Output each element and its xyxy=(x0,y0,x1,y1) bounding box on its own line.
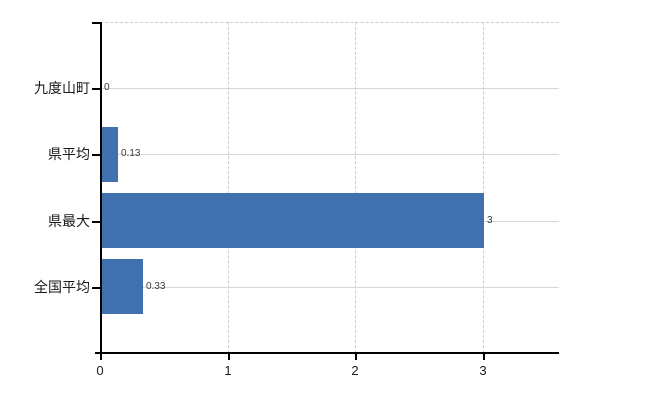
horizontal-gridline xyxy=(100,88,559,89)
category-label: 全国平均 xyxy=(34,279,90,295)
plot-top-border xyxy=(100,22,559,23)
category-label: 県最大 xyxy=(48,213,90,229)
x-axis-tick xyxy=(355,354,357,360)
value-label: 0.33 xyxy=(146,281,166,292)
value-label: 0 xyxy=(104,82,110,93)
horizontal-gridline xyxy=(100,287,559,288)
bar-2 xyxy=(101,193,484,248)
value-label: 0.13 xyxy=(121,148,141,159)
category-label: 県平均 xyxy=(48,146,90,162)
bar-1 xyxy=(101,127,118,182)
x-axis-line xyxy=(95,352,559,354)
vertical-gridline xyxy=(355,22,356,353)
y-axis-line xyxy=(100,22,102,353)
x-tick-label: 3 xyxy=(479,363,487,378)
x-axis-tick xyxy=(100,354,102,360)
category-label: 九度山町 xyxy=(34,80,90,96)
bar-3 xyxy=(101,259,143,314)
y-axis-tick xyxy=(92,22,100,24)
y-axis-tick xyxy=(92,88,100,90)
value-label: 3 xyxy=(487,215,493,226)
vertical-gridline xyxy=(228,22,229,353)
x-axis-tick xyxy=(483,354,485,360)
horizontal-gridline xyxy=(100,154,559,155)
vertical-gridline xyxy=(483,22,484,353)
y-axis-tick xyxy=(92,287,100,289)
y-axis-tick xyxy=(92,221,100,223)
x-axis-tick xyxy=(228,354,230,360)
x-tick-label: 1 xyxy=(224,363,232,378)
x-tick-label: 2 xyxy=(351,363,359,378)
y-axis-tick xyxy=(92,154,100,156)
x-tick-label: 0 xyxy=(96,363,104,378)
